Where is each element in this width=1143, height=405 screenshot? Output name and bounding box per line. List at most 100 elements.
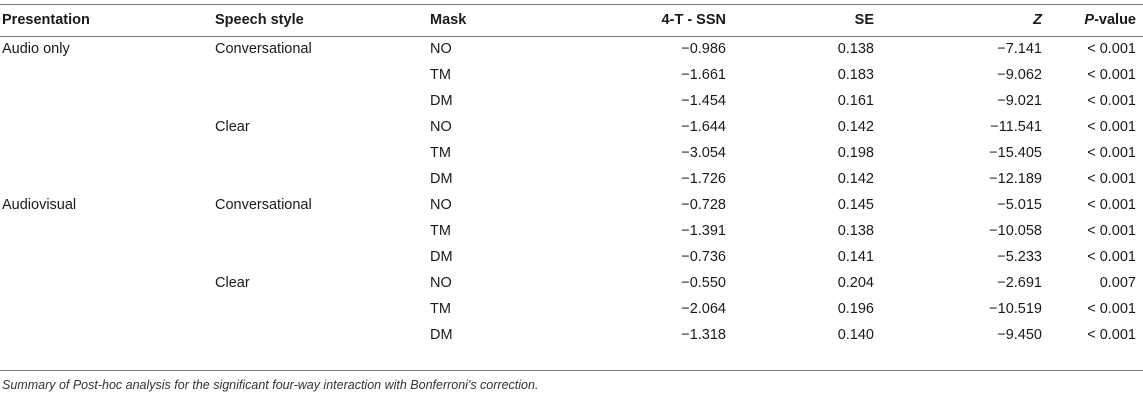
cell-se: 0.138 — [837, 41, 874, 58]
cell-p-value: < 0.001 — [1087, 119, 1136, 135]
table-row: Audio only Conversational NO −0.986 0.138 −7.… — [0, 36, 1143, 62]
cell-speech-style — [211, 140, 426, 166]
cell-z: −7.141 — [997, 41, 1042, 58]
cell-presentation — [0, 322, 211, 348]
cell-se: 0.196 — [837, 301, 874, 317]
cell-se: 0.161 — [837, 93, 874, 109]
cell-speech-style — [211, 296, 426, 322]
cell-diff: −2.064 — [681, 301, 726, 317]
table-row: DM −1.454 0.161 −9.021 < 0.001 — [0, 88, 1143, 114]
header-diff: 4-T - SSN — [587, 5, 730, 37]
cell-se: 0.204 — [837, 275, 874, 291]
bottom-rule — [0, 370, 1143, 371]
cell-diff: −1.454 — [681, 93, 726, 109]
cell-diff: −0.986 — [681, 41, 726, 58]
cell-speech-style: Conversational — [215, 197, 312, 213]
cell-p-value: < 0.001 — [1087, 223, 1136, 239]
cell-speech-style — [211, 244, 426, 270]
cell-presentation — [0, 88, 211, 114]
table-row: TM −1.661 0.183 −9.062 < 0.001 — [0, 62, 1143, 88]
cell-z: −10.519 — [989, 301, 1042, 317]
cell-mask: DM — [430, 327, 453, 343]
cell-diff: −3.054 — [681, 145, 726, 161]
cell-diff: −1.726 — [681, 171, 726, 187]
table-row: Clear NO −1.644 0.142 −11.541 < 0.001 — [0, 114, 1143, 140]
cell-mask: TM — [430, 301, 451, 317]
posthoc-table: Presentation Speech style Mask 4-T - SSN… — [0, 5, 1143, 348]
cell-presentation — [0, 296, 211, 322]
cell-diff: −0.736 — [681, 249, 726, 265]
cell-z: −15.405 — [989, 145, 1042, 161]
cell-p-value: < 0.001 — [1087, 145, 1136, 161]
cell-se: 0.138 — [837, 223, 874, 239]
cell-z: −10.058 — [989, 223, 1042, 239]
header-p-suffix: -value — [1094, 12, 1136, 29]
cell-speech-style — [211, 322, 426, 348]
cell-se: 0.142 — [837, 171, 874, 187]
cell-diff: −1.391 — [681, 223, 726, 239]
cell-presentation — [0, 114, 211, 140]
cell-speech-style — [211, 166, 426, 192]
cell-speech-style — [211, 62, 426, 88]
cell-presentation: Audiovisual — [2, 197, 77, 213]
cell-presentation — [0, 62, 211, 88]
cell-mask: TM — [430, 223, 451, 239]
header-speech-style: Speech style — [211, 5, 426, 37]
cell-se: 0.183 — [837, 67, 874, 83]
top-rule — [0, 4, 1143, 5]
cell-se: 0.141 — [837, 249, 874, 265]
cell-presentation — [0, 218, 211, 244]
cell-se: 0.142 — [837, 119, 874, 135]
table-row: Clear NO −0.550 0.204 −2.691 0.007 — [0, 270, 1143, 296]
table-row: DM −1.726 0.142 −12.189 < 0.001 — [0, 166, 1143, 192]
cell-z: −9.062 — [997, 67, 1042, 83]
cell-diff: −1.661 — [681, 67, 726, 83]
cell-se: 0.198 — [837, 145, 874, 161]
cell-se: 0.140 — [837, 327, 874, 343]
cell-p-value: < 0.001 — [1087, 197, 1136, 213]
header-z: Z — [878, 5, 1046, 37]
table-caption: Summary of Post-hoc analysis for the sig… — [2, 378, 539, 392]
header-p-letter: P — [1084, 12, 1095, 29]
cell-mask: NO — [430, 275, 452, 291]
cell-mask: NO — [430, 41, 452, 58]
table-row: TM −3.054 0.198 −15.405 < 0.001 — [0, 140, 1143, 166]
table-row: DM −0.736 0.141 −5.233 < 0.001 — [0, 244, 1143, 270]
cell-diff: −0.550 — [681, 275, 726, 291]
header-se: SE — [730, 5, 878, 37]
cell-speech-style: Clear — [215, 275, 250, 291]
cell-z: −9.450 — [997, 327, 1042, 343]
cell-p-value: 0.007 — [1099, 275, 1136, 291]
cell-mask: DM — [430, 171, 453, 187]
table-row: TM −2.064 0.196 −10.519 < 0.001 — [0, 296, 1143, 322]
cell-z: −11.541 — [990, 119, 1042, 135]
cell-z: −5.015 — [997, 197, 1042, 213]
cell-mask: TM — [430, 145, 451, 161]
table-row: TM −1.391 0.138 −10.058 < 0.001 — [0, 218, 1143, 244]
cell-p-value: < 0.001 — [1087, 327, 1136, 343]
cell-presentation — [0, 166, 211, 192]
cell-p-value: < 0.001 — [1087, 67, 1136, 83]
table-row: DM −1.318 0.140 −9.450 < 0.001 — [0, 322, 1143, 348]
cell-p-value: < 0.001 — [1087, 93, 1136, 109]
cell-mask: DM — [430, 93, 453, 109]
cell-mask: DM — [430, 249, 453, 265]
header-p-value: P-value — [1046, 5, 1143, 37]
cell-presentation — [0, 244, 211, 270]
cell-mask: NO — [430, 197, 452, 213]
cell-diff: −0.728 — [681, 197, 726, 213]
cell-mask: TM — [430, 67, 451, 83]
cell-p-value: < 0.001 — [1087, 301, 1136, 317]
cell-speech-style: Clear — [215, 119, 250, 135]
cell-presentation: Audio only — [2, 41, 70, 58]
cell-z: −2.691 — [997, 275, 1042, 291]
table-row: Audiovisual Conversational NO −0.728 0.145 −5… — [0, 192, 1143, 218]
cell-p-value: < 0.001 — [1087, 171, 1136, 187]
cell-p-value: < 0.001 — [1087, 249, 1136, 265]
cell-diff: −1.644 — [681, 119, 726, 135]
cell-mask: NO — [430, 119, 452, 135]
header-presentation: Presentation — [0, 5, 211, 37]
cell-z: −5.233 — [997, 249, 1042, 265]
cell-speech-style — [211, 218, 426, 244]
